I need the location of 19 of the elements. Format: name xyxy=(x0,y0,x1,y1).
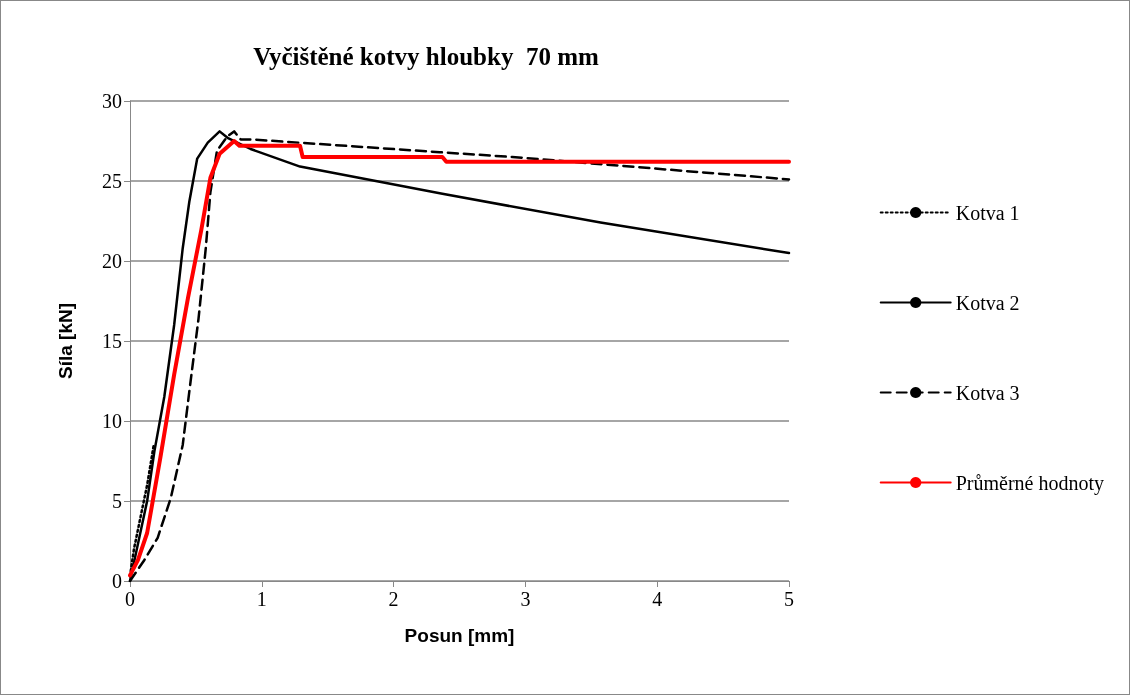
x-tick-label: 4 xyxy=(652,588,663,610)
chart-title: Vyčištěné kotvy hloubky 70 mm xyxy=(253,43,599,70)
y-tick-label: 10 xyxy=(102,410,122,432)
y-tick-label: 20 xyxy=(102,250,122,272)
legend-label: Průměrné hodnoty xyxy=(955,471,1104,495)
legend-label: Kotva 3 xyxy=(955,381,1020,404)
y-tick-label: 30 xyxy=(102,90,122,112)
legend-label: Kotva 2 xyxy=(955,291,1020,314)
x-tick-label: 2 xyxy=(388,588,399,610)
x-axis-title: Posun [mm] xyxy=(404,625,515,646)
x-tick-label: 5 xyxy=(784,588,794,610)
x-tick-label: 3 xyxy=(520,588,531,610)
y-tick-label: 25 xyxy=(102,170,122,192)
x-tick-label: 1 xyxy=(256,588,267,610)
y-tick-label: 0 xyxy=(112,570,122,592)
y-axis-title: Síla [kN] xyxy=(55,302,76,380)
y-tick-label: 5 xyxy=(112,490,122,512)
y-tick-label: 15 xyxy=(102,330,122,352)
legend-label: Kotva 1 xyxy=(955,201,1020,224)
